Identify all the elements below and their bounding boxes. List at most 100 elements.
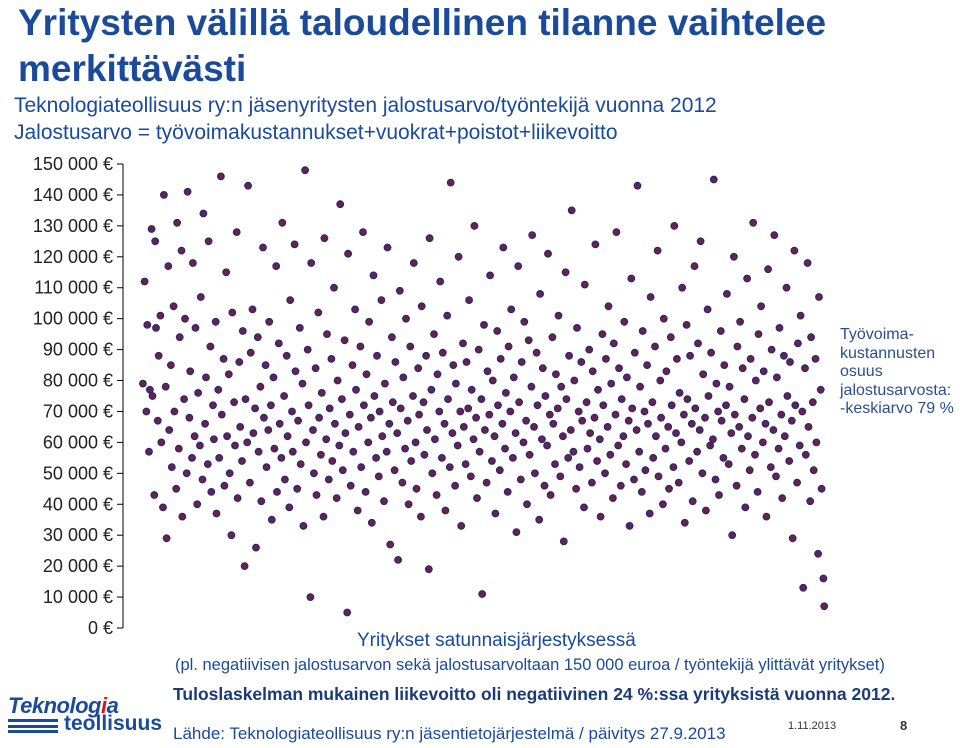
data-point [712, 379, 721, 388]
data-point [698, 469, 707, 478]
data-point [470, 222, 479, 230]
data-point [354, 423, 363, 431]
data-point [377, 296, 386, 305]
data-point [769, 426, 778, 434]
data-point [370, 392, 379, 400]
data-point [702, 506, 710, 515]
data-point [733, 342, 742, 351]
data-point [790, 246, 799, 255]
data-point [612, 228, 621, 237]
data-point [651, 342, 659, 351]
data-point [714, 407, 722, 416]
data-point [178, 512, 187, 521]
data-point [404, 500, 413, 509]
data-point [732, 481, 741, 490]
data-point [512, 528, 521, 536]
data-point [457, 522, 466, 530]
data-point [503, 488, 512, 496]
data-point [588, 367, 597, 376]
data-point [796, 311, 805, 320]
data-point [469, 435, 478, 444]
data-point [148, 392, 157, 400]
data-point [669, 463, 678, 472]
data-point [330, 283, 338, 292]
data-point [253, 333, 262, 342]
data-point [543, 441, 551, 450]
data-point [490, 432, 499, 441]
data-point [306, 593, 315, 601]
data-point [473, 494, 481, 503]
data-point [635, 447, 644, 456]
data-point [538, 364, 547, 373]
data-point [409, 259, 418, 267]
data-point [815, 293, 823, 301]
data-point [690, 262, 699, 271]
data-point [423, 426, 431, 434]
data-point [749, 218, 758, 227]
data-point [575, 463, 584, 472]
data-point [475, 447, 484, 456]
data-point [819, 574, 828, 583]
data-point [507, 305, 516, 314]
data-point [474, 345, 483, 354]
data-point [586, 429, 594, 438]
data-point [283, 432, 292, 441]
data-point [661, 444, 670, 453]
data-point [361, 488, 370, 496]
data-point [161, 382, 170, 391]
data-point [509, 373, 518, 382]
labor-cost-share-annotation: Työvoima- kustannusten osuus jalostusarv… [840, 326, 954, 419]
data-point [759, 367, 768, 376]
data-point [402, 314, 410, 323]
data-point [269, 373, 278, 382]
data-point [486, 271, 495, 280]
data-point [682, 321, 691, 329]
data-point [685, 457, 694, 465]
data-point [293, 484, 302, 493]
data-point [693, 447, 701, 456]
data-point [704, 392, 713, 400]
data-point [465, 296, 474, 305]
data-point [545, 410, 554, 419]
data-point [745, 466, 754, 475]
data-point [181, 314, 189, 323]
data-point [364, 438, 373, 447]
data-point [282, 351, 291, 360]
data-point [662, 367, 671, 376]
data-point [645, 509, 654, 518]
data-point [565, 351, 573, 360]
data-point [232, 228, 241, 237]
data-point [251, 404, 260, 413]
data-point [147, 225, 156, 233]
data-point [756, 404, 765, 413]
data-point [462, 358, 471, 366]
data-point [274, 339, 283, 348]
data-point [259, 243, 267, 252]
data-point [773, 373, 781, 382]
data-point [716, 327, 725, 335]
data-point [440, 419, 449, 428]
data-point [602, 355, 610, 363]
data-point [244, 181, 253, 190]
data-point [151, 237, 160, 246]
data-point [677, 438, 686, 447]
y-tick-label: 60 000 € [43, 432, 113, 452]
data-point [294, 416, 303, 425]
data-point [785, 457, 794, 465]
data-point [551, 460, 559, 469]
y-tick-label: 120 000 € [33, 247, 113, 267]
data-point [333, 376, 342, 385]
data-point [812, 438, 821, 447]
data-point [717, 416, 726, 425]
data-point [238, 457, 246, 465]
data-point [727, 429, 736, 438]
subtitle-line-1: Teknologiateollisuus ry:n jäsenyritysten… [14, 94, 717, 117]
data-point [372, 454, 381, 462]
data-point [761, 419, 770, 428]
data-point [140, 277, 149, 286]
data-point [638, 327, 647, 335]
data-point [435, 407, 444, 416]
data-point [594, 385, 602, 394]
data-point [566, 426, 575, 434]
data-point [367, 518, 376, 527]
